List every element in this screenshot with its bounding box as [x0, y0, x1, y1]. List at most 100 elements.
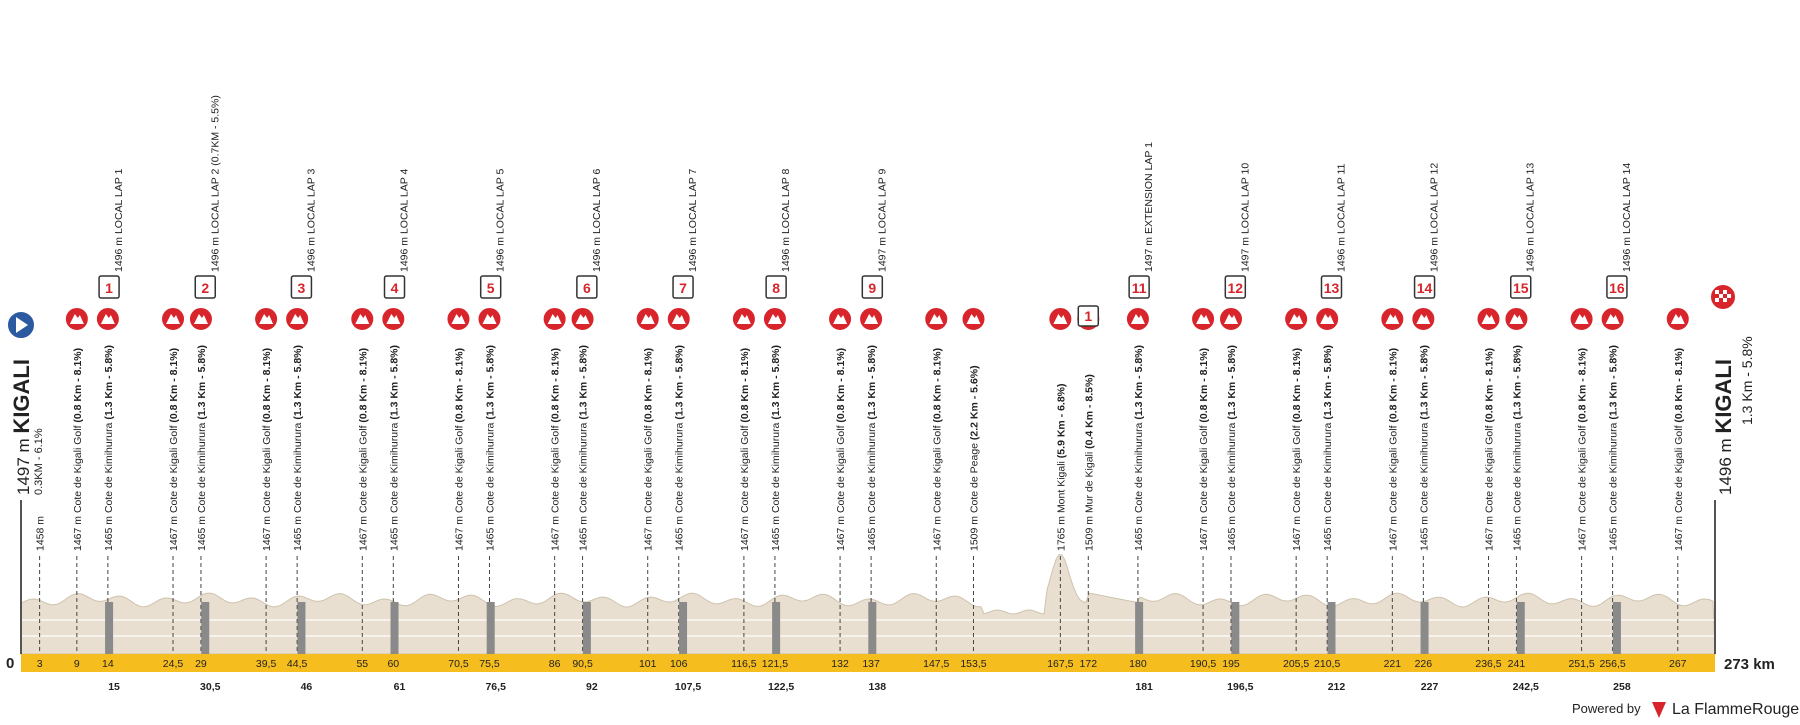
km-label: 137 — [862, 658, 880, 670]
climb-detail: (0.8 Km - 8.1%) — [643, 348, 655, 423]
start-km: 0 — [6, 655, 14, 672]
lap-km: 76,5 — [485, 681, 506, 693]
climb-label: 1467 m Cote de Kigali Golf (0.8 Km - 8.1… — [550, 348, 562, 551]
climb-label: 1467 m Cote de Kigali Golf (0.8 Km - 8.1… — [643, 348, 655, 551]
km-label: 44,5 — [287, 658, 308, 670]
climb-label: 1465 m Cote de Kimihurura (1.3 Km - 5.8%… — [866, 345, 878, 551]
start-name: KIGALI — [9, 359, 34, 434]
climb-detail: (0.8 Km - 8.1%) — [261, 348, 273, 423]
climb-label: 1467 m Cote de Kigali Golf (0.8 Km - 8.1… — [72, 348, 84, 551]
climb-icon-mountain — [864, 314, 879, 324]
climb-name: 1467 m Cote de Kigali Golf — [550, 425, 562, 551]
climb-detail: (0.8 Km - 8.1%) — [1673, 348, 1685, 423]
climb-label: 1467 m Cote de Kigali Golf (0.8 Km - 8.1… — [1484, 348, 1496, 551]
climb-label: 1467 m Cote de Kigali Golf (0.8 Km - 8.1… — [739, 348, 751, 551]
lap-label: 1496 m LOCAL LAP 2 (0.7KM - 5.5%) — [209, 95, 221, 272]
climb-icon-mountain — [1289, 314, 1304, 324]
km-label: 116,5 — [731, 658, 757, 670]
start-label: 1497 m KIGALI — [9, 359, 34, 495]
km-label: 167,5 — [1047, 658, 1073, 670]
climb-icon-mountain — [575, 314, 590, 324]
lap-bar — [1231, 602, 1240, 654]
lap-km: 196,5 — [1227, 681, 1253, 693]
climb-name: 1465 m Cote de Kimihurura — [866, 422, 878, 551]
climb-detail: (1.3 Km - 5.8%) — [1322, 345, 1334, 420]
terrain — [20, 554, 1716, 655]
climb-name: 1465 m Cote de Kimihurura — [1226, 422, 1238, 551]
climb-name: 1465 m Cote de Kimihurura — [196, 422, 208, 551]
km-label: 9 — [74, 658, 80, 670]
lap-bar — [1612, 602, 1621, 654]
climb-name: 1458 m — [35, 516, 47, 551]
lap-bar — [486, 602, 495, 654]
climb-icon-mountain — [1130, 314, 1145, 324]
lap-number: 13 — [1324, 280, 1340, 296]
climb-name: 1465 m Cote de Kimihurura — [770, 422, 782, 551]
climb-icon-mountain — [929, 314, 944, 324]
climb-label: 1465 m Cote de Kimihurura (1.3 Km - 5.8%… — [1322, 345, 1334, 551]
climb-detail: (1.3 Km - 5.8%) — [484, 345, 496, 420]
lap-km: 46 — [301, 681, 313, 693]
km-label: 39,5 — [256, 658, 277, 670]
km-label: 106 — [670, 658, 688, 670]
lap-km: 242,5 — [1513, 681, 1539, 693]
lap-box — [576, 275, 598, 299]
lap-box — [1224, 275, 1247, 299]
lap-box — [1509, 275, 1532, 299]
climb-icon-mountain — [290, 314, 305, 324]
climb-name: 1465 m Cote de Kimihurura — [388, 422, 400, 551]
climb-detail: (1.3 Km - 5.8%) — [196, 345, 208, 420]
climb-name: 1467 m Cote de Kigali Golf — [739, 425, 751, 551]
lap-box — [290, 275, 313, 299]
lap-label: 1496 m LOCAL LAP 3 — [305, 169, 317, 272]
lap-bar — [868, 602, 877, 654]
climb-name: 1467 m Cote de Kigali Golf — [168, 425, 180, 551]
climb-label: 1465 m Cote de Kimihurura (1.3 Km - 5.8%… — [578, 345, 590, 551]
climb-detail: (0.8 Km - 8.1%) — [1198, 348, 1210, 423]
lap-box — [1320, 275, 1343, 299]
lap-number: 1 — [105, 280, 113, 296]
climb-label: 1465 m Cote de Kimihurura (1.3 Km - 5.8%… — [196, 345, 208, 551]
km-label: 121,5 — [762, 658, 788, 670]
climb-detail: (0.8 Km - 8.1%) — [1387, 348, 1399, 423]
climb-label: 1467 m Cote de Kigali Golf (0.8 Km - 8.1… — [1291, 348, 1303, 551]
lap-bar — [1516, 602, 1525, 654]
lap-km: 15 — [108, 681, 120, 693]
kom-badge — [1077, 305, 1100, 327]
lap-label: 1496 m LOCAL LAP 5 — [495, 169, 507, 272]
climb-label: 1467 m Cote de Kigali Golf (0.8 Km - 8.1… — [168, 348, 180, 551]
lap-label: 1496 m LOCAL LAP 7 — [687, 169, 699, 272]
climb-label: 1467 m Cote de Kigali Golf (0.8 Km - 8.1… — [931, 348, 943, 551]
climb-name: 1467 m Cote de Kigali Golf — [931, 425, 943, 551]
climb-label: 1465 m Cote de Kimihurura (1.3 Km - 5.8%… — [1226, 345, 1238, 551]
start-elevation: 1497 m — [14, 438, 33, 495]
climb-label: 1465 m Cote de Kimihurura (1.3 Km - 5.8%… — [103, 345, 115, 551]
lap-bar — [582, 602, 591, 654]
climb-icon-mountain — [259, 314, 274, 324]
climb-name: 1465 m Cote de Kimihurura — [578, 422, 590, 551]
lap-box — [98, 275, 120, 299]
climb-label: 1458 m — [35, 516, 47, 551]
climb-icon-mountain — [547, 314, 562, 324]
lap-box — [194, 275, 217, 299]
lap-number: 7 — [679, 280, 687, 296]
climb-detail: (1.3 Km - 5.8%) — [770, 345, 782, 420]
lap-km: 227 — [1421, 681, 1439, 693]
climb-name: 1467 m Cote de Kigali Golf — [261, 425, 273, 551]
km-label: 221 — [1384, 658, 1402, 670]
climb-detail: (0.8 Km - 8.1%) — [168, 348, 180, 423]
km-label: 267 — [1669, 658, 1687, 670]
climb-label: 1465 m Cote de Kimihurura (1.3 Km - 5.8%… — [1608, 345, 1620, 551]
climb-name: 1467 m Cote de Kigali Golf — [1484, 425, 1496, 551]
climb-icon-mountain — [736, 314, 751, 324]
climb-name: 1465 m Cote de Kimihurura — [1418, 422, 1430, 551]
climb-name: 1465 m Cote de Kimihurura — [1322, 422, 1334, 551]
km-label: 195 — [1222, 658, 1240, 670]
start-note: 0.3KM - 6.1% — [33, 428, 45, 495]
climb-label: 1465 m Cote de Kimihurura (1.3 Km - 5.8%… — [770, 345, 782, 551]
climb-label: 1467 m Cote de Kigali Golf (0.8 Km - 8.1… — [835, 348, 847, 551]
lap-number: 8 — [772, 280, 780, 296]
lap-label: 1497 m LOCAL LAP 10 — [1239, 163, 1251, 272]
climb-detail: (1.3 Km - 5.8%) — [1226, 345, 1238, 420]
km-label: 3 — [37, 658, 43, 670]
